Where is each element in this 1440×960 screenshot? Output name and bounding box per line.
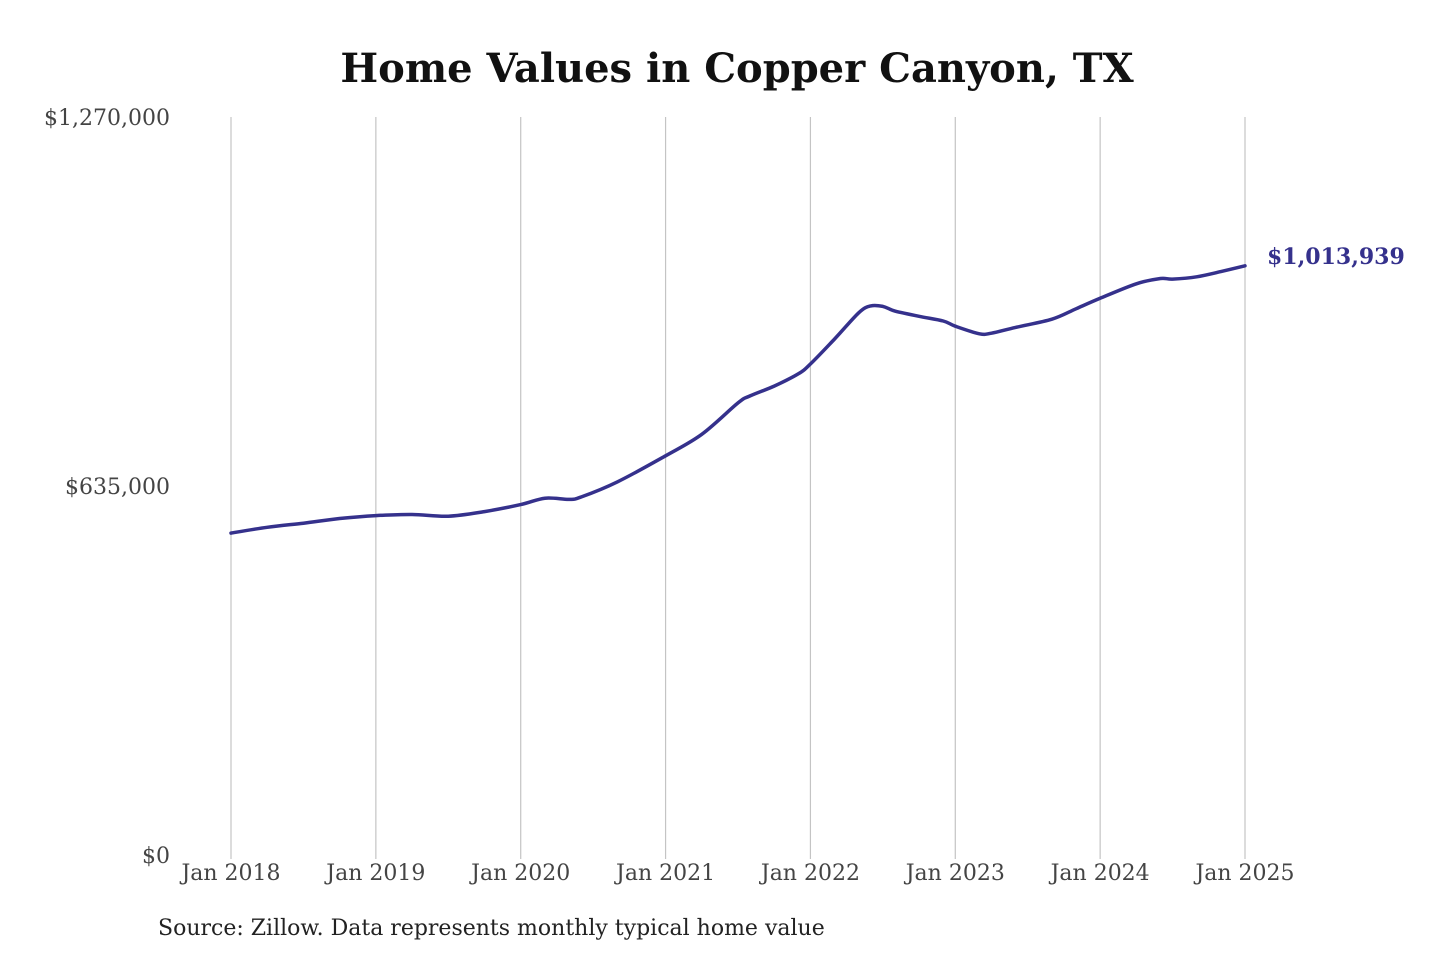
data-point-0-2 [301, 521, 305, 525]
series-lines: $1,013,939 [229, 244, 1405, 535]
data-point-0-36 [1171, 277, 1175, 281]
end-value-label: $1,013,939 [1267, 244, 1405, 270]
data-point-0-8 [519, 503, 523, 507]
data-point-0-34 [1134, 282, 1138, 286]
data-point-0-23 [881, 304, 885, 308]
x-tick-label-1: Jan 2019 [324, 861, 425, 886]
data-point-0-9 [543, 496, 547, 500]
data-point-0-7 [483, 510, 487, 514]
data-point-0-26 [941, 319, 945, 323]
data-point-0-39 [1243, 264, 1247, 268]
x-tick-label-2: Jan 2020 [469, 861, 570, 886]
x-tick-label-4: Jan 2022 [759, 861, 860, 886]
x-tick-label-5: Jan 2023 [904, 861, 1005, 886]
data-point-0-12 [615, 480, 619, 484]
chart-title: Home Values in Copper Canyon, TX [340, 45, 1133, 92]
data-point-0-16 [748, 394, 752, 398]
x-axis-ticks: Jan 2018 Jan 2019 Jan 2020 Jan 2021 Jan 2022… [179, 861, 1294, 886]
data-point-0-27 [953, 324, 957, 328]
data-point-0-25 [917, 314, 921, 318]
data-point-0-3 [338, 517, 342, 521]
data-point-0-38 [1219, 270, 1223, 274]
x-tick-label-7: Jan 2025 [1193, 861, 1294, 886]
data-point-0-14 [700, 432, 704, 436]
series-line-0 [229, 264, 1247, 535]
data-point-0-19 [808, 362, 812, 366]
data-point-0-30 [1014, 325, 1018, 329]
data-point-0-28 [977, 332, 981, 336]
data-point-0-10 [567, 497, 571, 501]
data-point-0-35 [1159, 277, 1163, 281]
data-point-0-20 [833, 337, 837, 341]
data-point-0-0 [229, 531, 233, 535]
data-point-0-6 [446, 514, 450, 518]
y-tick-label-0: $0 [142, 844, 170, 869]
x-tick-label-3: Jan 2021 [614, 861, 715, 886]
data-point-0-15 [736, 401, 740, 405]
x-tick-label-0: Jan 2018 [179, 861, 280, 886]
data-point-0-22 [869, 304, 873, 308]
x-tick-label-6: Jan 2024 [1049, 861, 1150, 886]
data-point-0-32 [1074, 307, 1078, 311]
y-tick-label-1: $635,000 [65, 475, 170, 500]
data-point-0-33 [1098, 296, 1102, 300]
data-point-0-24 [893, 309, 897, 313]
data-point-0-4 [374, 514, 378, 518]
data-point-0-5 [410, 512, 414, 516]
data-point-0-1 [265, 525, 269, 529]
data-point-0-31 [1050, 317, 1054, 321]
data-point-0-17 [772, 384, 776, 388]
data-point-0-29 [990, 331, 994, 335]
data-point-0-18 [796, 372, 800, 376]
line-chart: Home Values in Copper Canyon, TX $0 $635,… [44, 45, 1405, 886]
data-point-0-11 [579, 495, 583, 499]
gridlines [230, 117, 1246, 859]
data-point-0-13 [664, 454, 668, 458]
y-tick-label-2: $1,270,000 [44, 106, 170, 131]
data-point-0-21 [857, 311, 861, 315]
data-point-0-37 [1195, 275, 1199, 279]
y-axis-ticks: $0 $635,000 $1,270,000 [44, 106, 170, 869]
source-note: Source: Zillow. Data represents monthly … [158, 916, 825, 941]
